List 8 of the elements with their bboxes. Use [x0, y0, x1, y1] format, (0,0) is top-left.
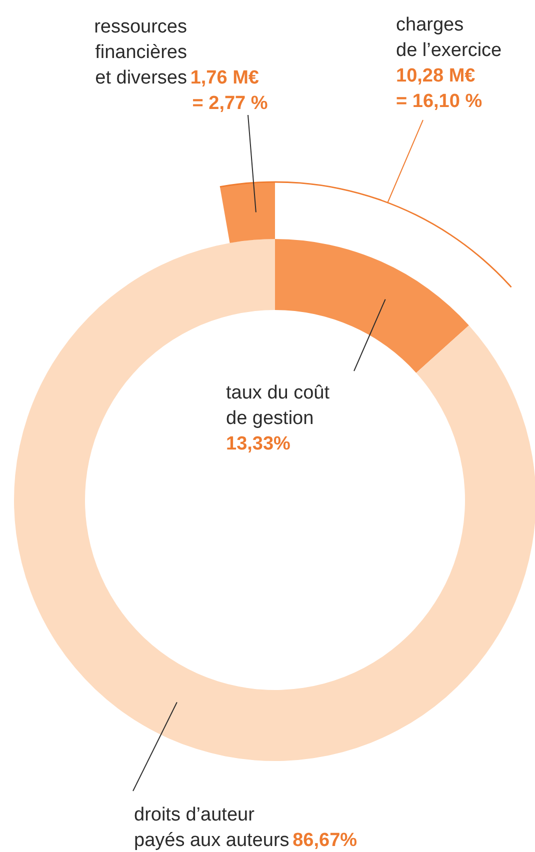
data-label: 13,33% — [226, 433, 291, 454]
category-label: charges de l’exercice — [396, 14, 502, 61]
category-label: ressources financières et diverses — [94, 16, 188, 88]
slice-label: droits d’auteur payés aux auteurs — [134, 804, 290, 851]
data-label: 86,67% — [292, 830, 358, 851]
data-label: 1,76 M€ = 2,77 % — [190, 67, 268, 114]
slice-label: taux du coût de gestion — [226, 382, 330, 429]
data-label: 10,28 M€ = 16,10 % — [396, 65, 482, 112]
